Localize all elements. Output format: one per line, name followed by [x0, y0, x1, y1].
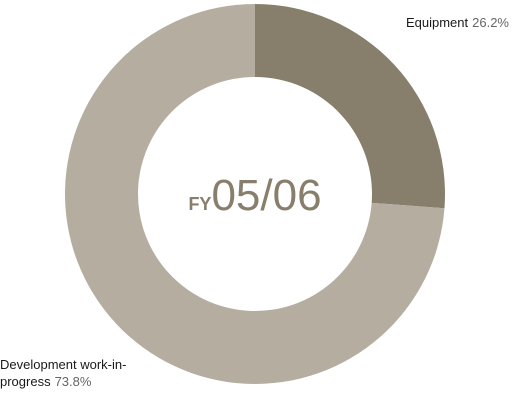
category-label: Equipment — [405, 15, 469, 30]
center-text: 05/06 — [211, 171, 321, 220]
donut-slice — [65, 4, 445, 384]
donut-slice — [255, 4, 445, 209]
value-label: 73.8% — [54, 374, 92, 389]
value-label: 26.2% — [472, 15, 509, 30]
center-label: FY05/06 — [188, 171, 321, 220]
slice-label: Equipment 26.2% — [406, 14, 509, 31]
slice-label: Development work-in-progress 73.8% — [0, 356, 168, 390]
category-label: Development work-in-progress — [0, 357, 127, 389]
center-prefix: FY — [188, 194, 211, 214]
